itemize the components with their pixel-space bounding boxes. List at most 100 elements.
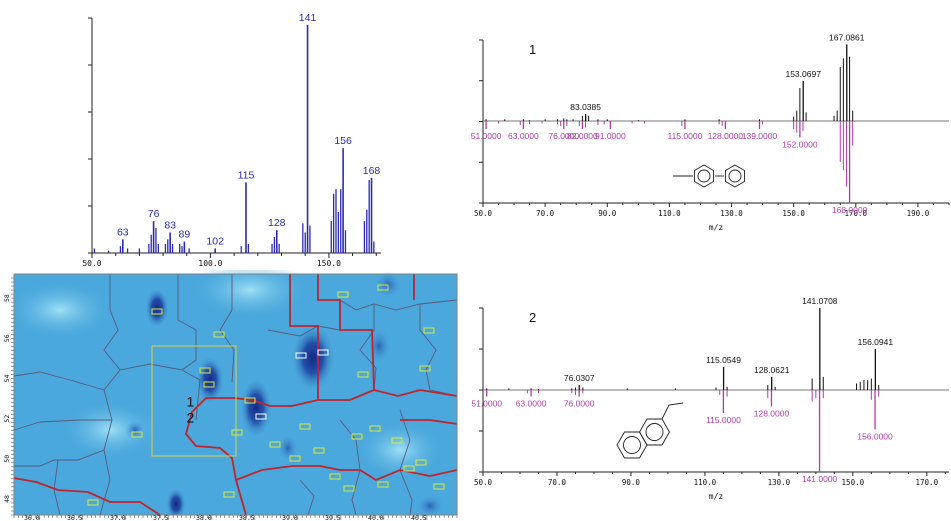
mirror2-lower-peak-label: 63.0000: [516, 399, 547, 409]
heatmap-x-tick-label: 36.5: [67, 514, 83, 521]
heatmap-region-label: 2: [186, 410, 194, 426]
mirror1-x-tick-label: 150.0: [782, 209, 805, 218]
mirror2-upper-peak-label: 76.0307: [564, 373, 595, 383]
mirror1-panel-label: 1: [529, 42, 536, 57]
mirror1-lower-peak-label: 168.0000: [832, 205, 868, 215]
structure-methylbiphenyl: [673, 164, 745, 188]
heatmap-x-tick-label: 40.0: [368, 514, 384, 521]
heatmap-blobs: [125, 271, 444, 520]
mirror2-x-tick-label: 50.0: [474, 478, 493, 487]
mirror1-lower-peak-label: 51.0000: [471, 131, 502, 141]
structure-ethyl-chain: [661, 402, 684, 420]
mirror1-x-tick-label: 130.0: [720, 209, 743, 218]
mirror1-x-tick-label: 190.0: [907, 209, 930, 218]
ei-peak-label: 83: [164, 219, 176, 231]
mirror-spectrum-2-chart: 50.0 70.0 90.0 110.0 130.0 150.0 170.0 m/z 2 76.0…: [471, 296, 949, 501]
mirror2-x-tick-label: 70.0: [548, 478, 567, 487]
ei-peak-label: 89: [179, 229, 191, 241]
mirror2-upper-peak-label: 115.0549: [706, 355, 741, 365]
structure-ring: [616, 431, 648, 459]
mirror1-upper-peak-label: 167.0861: [829, 32, 865, 42]
heatmap-y-axis-strip: [4, 274, 14, 515]
mirror2-x-tick-label: 170.0: [916, 478, 939, 487]
mirror2-x-tick-label: 130.0: [768, 478, 791, 487]
mirror1-x-axis-label: m/z: [709, 223, 724, 232]
mirror1-x-tick-label: 70.0: [536, 209, 555, 218]
heatmap-region-label: 1: [186, 394, 194, 410]
structure-ring: [694, 164, 714, 188]
heatmap-x-tick-label: 39.5: [325, 514, 341, 521]
heatmap-x-tick-label: 36.0: [24, 514, 40, 521]
mirror1-lower-peak-label: 139.0000: [742, 131, 778, 141]
mirror2-lower-peak-label: 51.0000: [471, 399, 502, 409]
heatmap-feature-boxes: [87, 284, 445, 506]
structure-ethylnaphthalene: [616, 402, 684, 459]
mirror2-lower-peak-label: 156.0000: [857, 431, 893, 441]
mirror2-x-tick-label: 150.0: [842, 478, 865, 487]
heatmap-y-tick-label: 54: [3, 374, 11, 382]
ei-peak-label: 156: [334, 135, 352, 147]
structure-aromatic-circle: [623, 436, 641, 454]
mirror1-lower-peak-label: 63.0000: [508, 131, 539, 141]
mirror2-lower-peak-label: 141.0000: [802, 474, 838, 484]
structure-ring: [725, 164, 745, 188]
heatmap-x-tick-label: 38.0: [196, 514, 212, 521]
heatmap-chart: 36.0 36.5 37.0 37.5 38.0 38.5 39.0 39.5 40.0 40.5…: [0, 270, 461, 521]
heatmap-x-tick-label: 38.5: [239, 514, 255, 521]
ei-peak-label: 63: [117, 226, 129, 238]
heatmap-x-tick-label: 40.5: [411, 514, 427, 521]
ei-peak-label: 128: [268, 217, 286, 229]
mirror1-upper-peak-label: 153.0697: [785, 69, 821, 79]
mirror2-upper-peak-label: 128.0621: [754, 365, 790, 375]
ei-x-tick-label: 100.0: [198, 259, 222, 268]
mirror2-lower-peak-label: 115.0000: [706, 415, 741, 425]
mirror1-lower-peak-label: 76.0000: [548, 131, 579, 141]
mirror2-x-axis-label: m/z: [709, 492, 724, 501]
mirror1-lower-peak-label: 152.0000: [782, 139, 818, 149]
ei-x-tick-label: 150.0: [317, 259, 341, 268]
heatmap-x-axis-strip: [14, 515, 457, 521]
mirror2-panel-label: 2: [529, 310, 536, 325]
heatmap-x-tick-label: 37.5: [153, 514, 169, 521]
ei-peak-label: 76: [148, 208, 160, 220]
mirror1-lower-peak-label: 82.0000: [567, 131, 598, 141]
mirror1-upper-peak-label: 83.0385: [570, 102, 601, 112]
heatmap-x-tick-label: 39.0: [282, 514, 298, 521]
heatmap-axes: 36.0 36.5 37.0 37.5 38.0 38.5 39.0 39.5 40.0 40.5…: [3, 274, 458, 521]
heatmap-plot-border: [13, 273, 458, 516]
heatmap-y-tick-label: 52: [3, 415, 11, 423]
mirror1-lower-peak-label: 91.0000: [595, 131, 626, 141]
mirror1-lower-peak-label: 128.0000: [708, 131, 744, 141]
heatmap-x-tick-label: 37.0: [110, 514, 126, 521]
heatmap-y-tick-label: 56: [3, 334, 11, 342]
mirror1-x-tick-label: 110.0: [658, 209, 681, 218]
mirror1-x-tick-label: 170.0: [845, 209, 868, 218]
structure-ring: [638, 418, 671, 446]
mirror1-x-tick-label: 90.0: [598, 209, 617, 218]
structure-aromatic-circle: [728, 169, 742, 183]
mirror2-lower-peak-label: 76.0000: [564, 399, 595, 409]
mirror-spectrum-1-chart: 50.0 70.0 90.0 110.0 130.0 150.0 170.0 190.0 m/z…: [471, 32, 950, 232]
mirror2-x-tick-label: 110.0: [694, 478, 717, 487]
heatmap-y-tick-label: 50: [3, 455, 11, 463]
mirror2-lower-peak-label: 128.0000: [754, 408, 790, 418]
heatmap-y-tick-label: 58: [3, 294, 11, 302]
heatmap-boundaries-gray: [13, 274, 458, 516]
mirror1-lower-peak-label: 115.0000: [668, 131, 703, 141]
mirror2-upper-peak-label: 141.0708: [802, 296, 838, 306]
heatmap-y-tick-label: 48: [3, 495, 11, 503]
structure-aromatic-circle: [697, 169, 711, 183]
ei-x-tick-label: 50.0: [82, 259, 101, 268]
heatmap-boundaries-red: [13, 274, 458, 516]
structure-aromatic-circle: [645, 423, 664, 441]
ei-peak-label: 115: [238, 169, 255, 181]
ei-peak-label: 141: [299, 12, 317, 24]
mirror2-upper-peak-label: 156.0941: [858, 337, 894, 347]
mirror1-x-tick-label: 50.0: [474, 209, 493, 218]
ei-peak-label: 168: [363, 165, 381, 177]
mirror2-x-tick-label: 90.0: [622, 478, 641, 487]
heatmap-highlights: [5, 270, 445, 480]
heatmap-selection-box: [151, 345, 237, 457]
ei-peak-label: 102: [206, 235, 224, 247]
